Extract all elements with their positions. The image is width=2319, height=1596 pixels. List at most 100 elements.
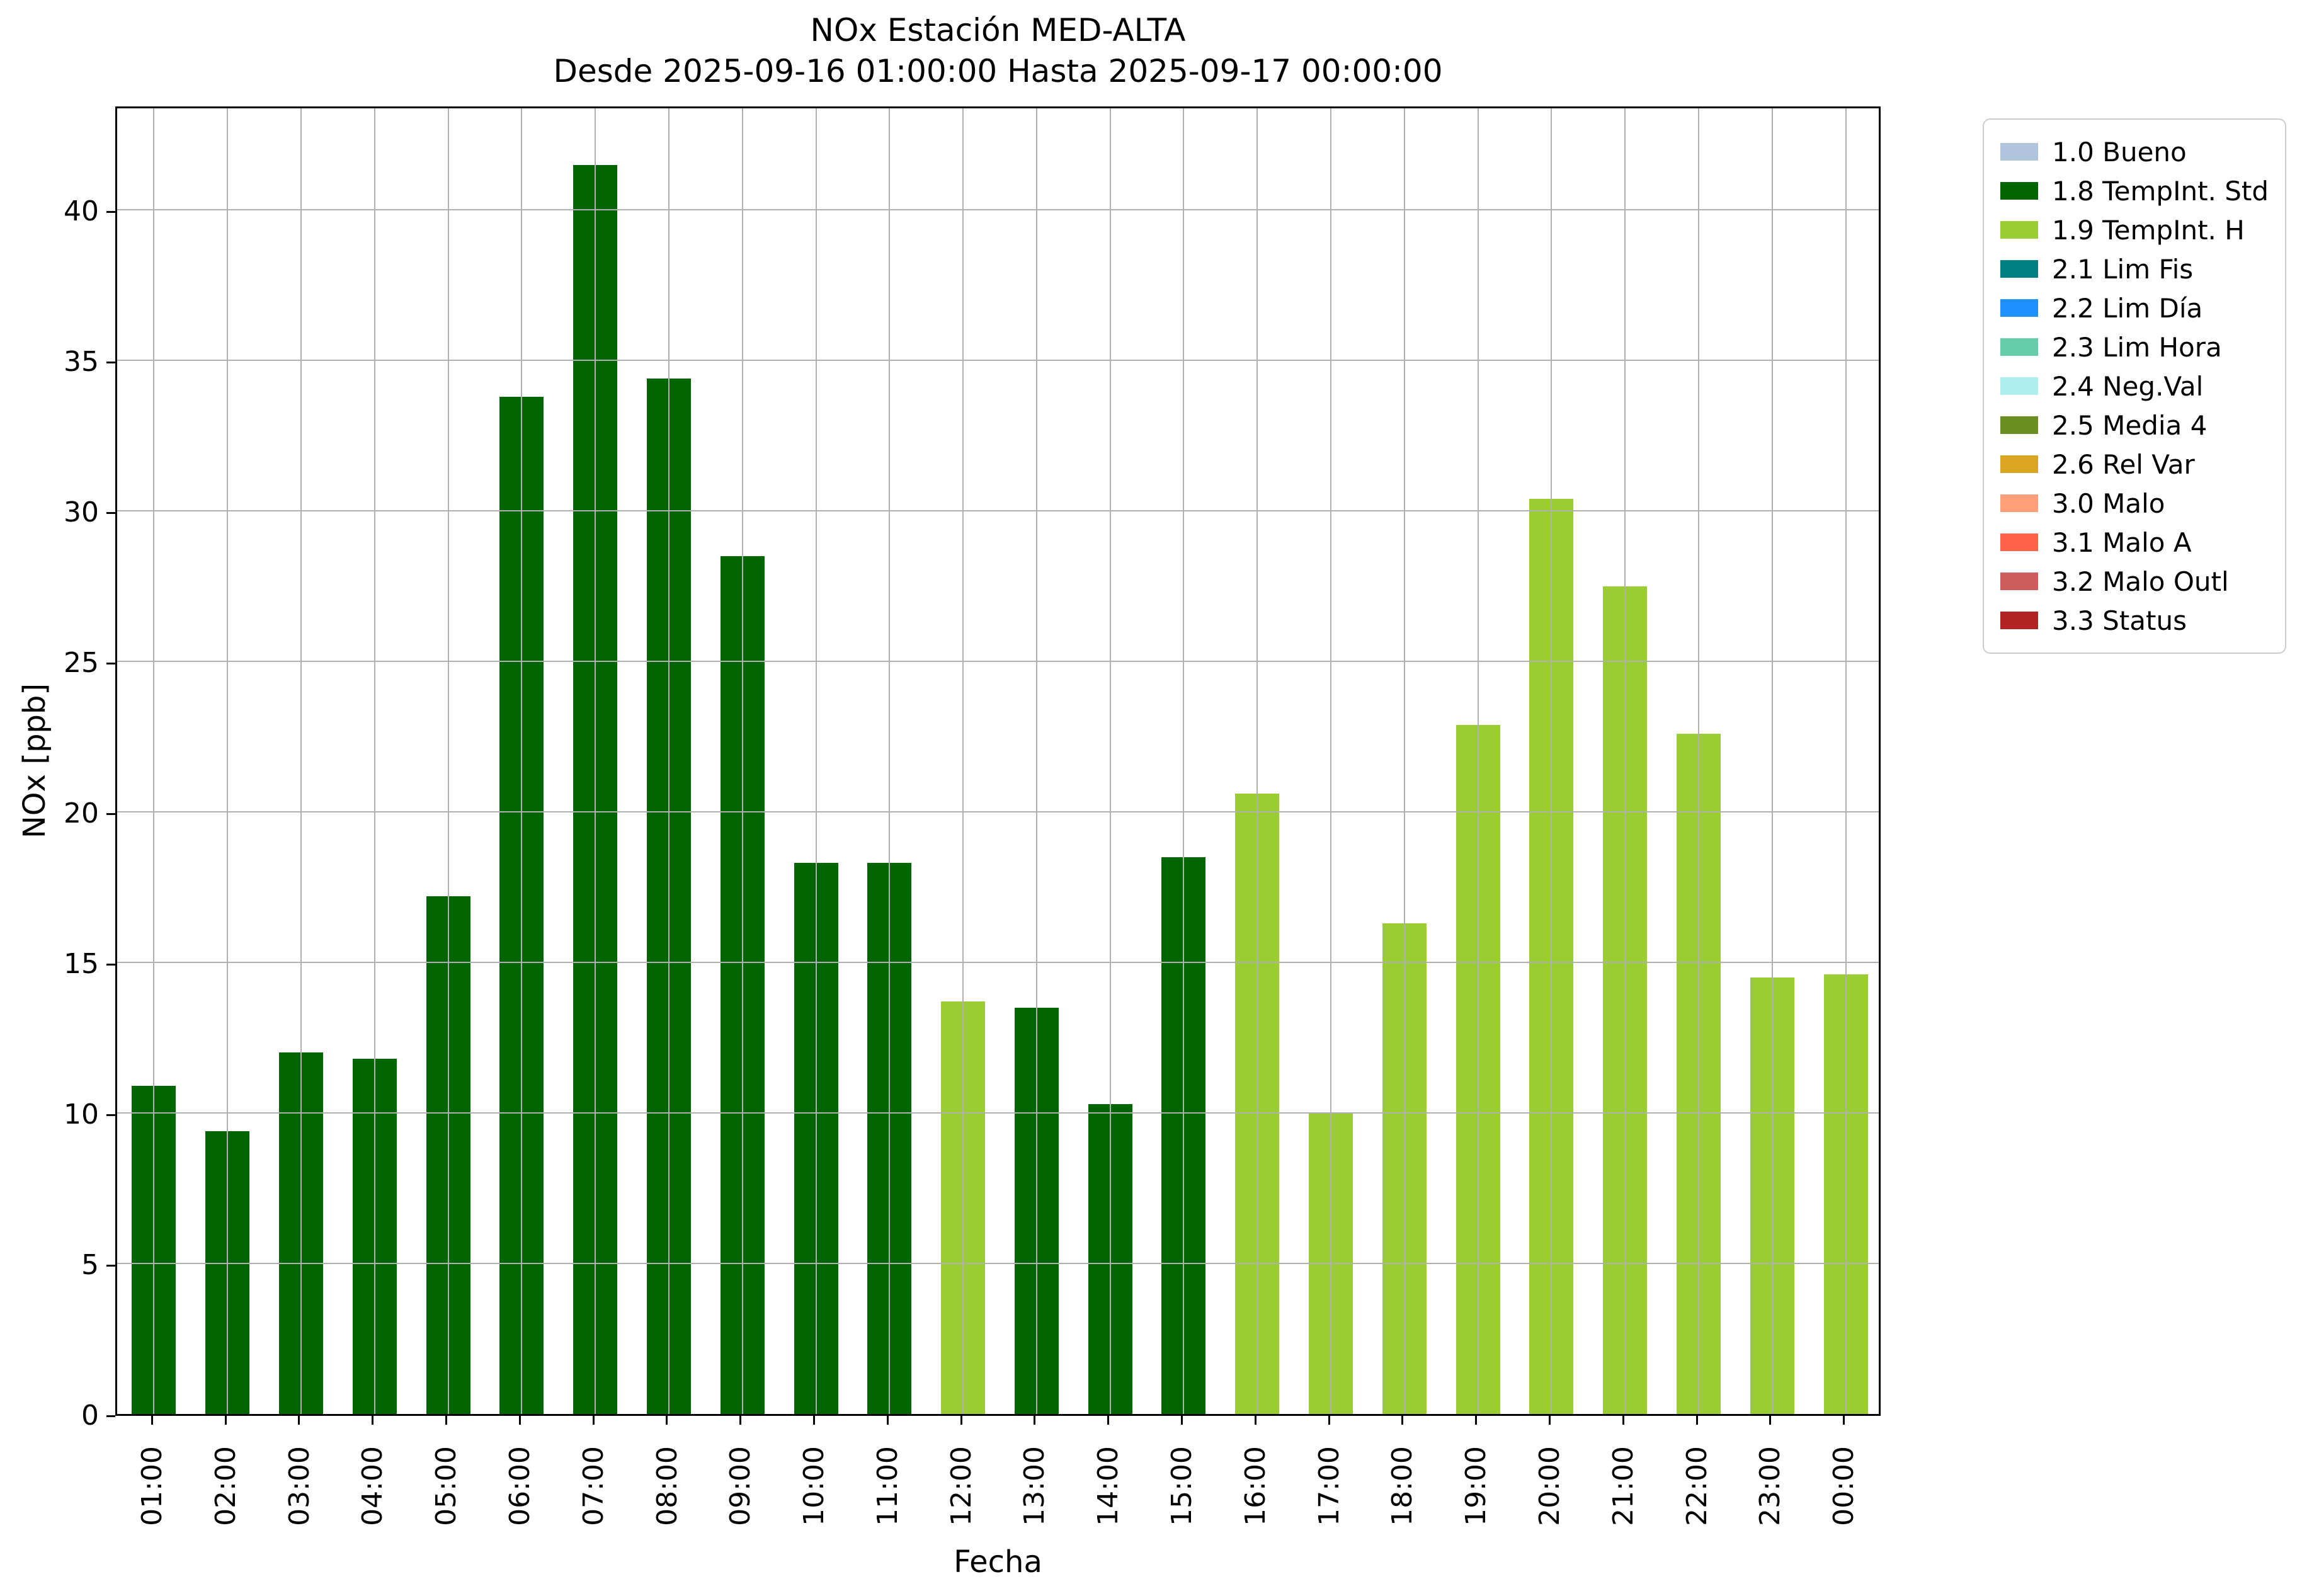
x-tick-label-text: 20:00 <box>1533 1445 1566 1526</box>
legend-item-label: 2.4 Neg.Val <box>2052 370 2204 402</box>
gridline-horizontal <box>117 1263 1879 1265</box>
y-tick-mark <box>106 1264 115 1267</box>
x-tick-mark <box>224 1416 227 1425</box>
x-tick-label-text: 10:00 <box>798 1445 831 1526</box>
legend-swatch <box>2000 338 2038 356</box>
gridline-vertical <box>1551 108 1553 1414</box>
legend-item: 3.3 Status <box>2000 601 2269 640</box>
y-tick-label: 10 <box>64 1098 99 1131</box>
x-tick-mark <box>1475 1416 1478 1425</box>
x-tick-mark <box>1843 1416 1845 1425</box>
legend-item-label: 1.9 TempInt. H <box>2052 214 2245 246</box>
x-tick-label-text: 03:00 <box>283 1445 316 1526</box>
legend-swatch <box>2000 182 2038 200</box>
y-tick-label: 25 <box>64 647 99 680</box>
x-tick-mark <box>445 1416 448 1425</box>
gridline-vertical <box>447 108 449 1414</box>
x-tick-mark <box>813 1416 816 1425</box>
x-tick-mark <box>886 1416 889 1425</box>
legend-swatch <box>2000 533 2038 551</box>
gridline-vertical <box>741 108 743 1414</box>
legend-item-label: 2.5 Media 4 <box>2052 409 2208 441</box>
x-tick-mark <box>739 1416 742 1425</box>
y-tick-mark <box>106 361 115 363</box>
y-tick-mark <box>106 210 115 213</box>
x-tick-mark <box>1254 1416 1256 1425</box>
x-tick-label-text: 21:00 <box>1607 1445 1639 1526</box>
legend-swatch <box>2000 612 2038 629</box>
legend-item: 1.9 TempInt. H <box>2000 210 2269 249</box>
legend-item-label: 2.6 Rel Var <box>2052 448 2195 480</box>
x-tick-mark <box>298 1416 300 1425</box>
legend-item: 2.4 Neg.Val <box>2000 367 2269 406</box>
x-tick-mark <box>592 1416 595 1425</box>
gridline-horizontal <box>117 360 1879 362</box>
x-tick-mark <box>666 1416 668 1425</box>
gridline-vertical <box>373 108 375 1414</box>
x-tick-label-text: 13:00 <box>1018 1445 1051 1526</box>
gridline-vertical <box>1403 108 1405 1414</box>
x-tick-label: 00:00 <box>1797 1426 1891 1546</box>
x-tick-label-text: 12:00 <box>945 1445 977 1526</box>
gridline-vertical <box>300 108 302 1414</box>
legend-item: 2.5 Media 4 <box>2000 406 2269 445</box>
gridline-horizontal <box>117 209 1879 211</box>
y-tick-mark <box>106 963 115 966</box>
y-tick-label: 0 <box>81 1399 99 1432</box>
y-tick-label: 35 <box>64 346 99 379</box>
gridline-vertical <box>1624 108 1626 1414</box>
x-tick-mark <box>372 1416 374 1425</box>
legend-swatch <box>2000 260 2038 278</box>
x-tick-mark <box>151 1416 153 1425</box>
gridline-horizontal <box>117 1112 1879 1114</box>
x-tick-mark <box>1548 1416 1551 1425</box>
gridline-vertical <box>1330 108 1332 1414</box>
y-tick-label: 20 <box>64 797 99 830</box>
x-tick-label-text: 11:00 <box>871 1445 904 1526</box>
gridline-horizontal <box>117 811 1879 813</box>
x-tick-mark <box>1180 1416 1183 1425</box>
legend-swatch <box>2000 573 2038 590</box>
legend-item-label: 3.0 Malo <box>2052 487 2165 519</box>
plot-area <box>115 106 1881 1416</box>
y-tick-mark <box>106 1415 115 1417</box>
gridline-vertical <box>595 108 596 1414</box>
legend-swatch <box>2000 455 2038 473</box>
x-tick-mark <box>1401 1416 1404 1425</box>
x-tick-label-text: 18:00 <box>1386 1445 1419 1526</box>
legend-swatch <box>2000 221 2038 239</box>
y-tick-label: 40 <box>64 195 99 228</box>
legend: 1.0 Bueno 1.8 TempInt. Std 1.9 TempInt. H 2… <box>1983 118 2286 654</box>
legend-item-label: 2.1 Lim Fis <box>2052 253 2194 285</box>
legend-item-label: 1.8 TempInt. Std <box>2052 175 2269 207</box>
chart-subtitle: Desde 2025-09-16 01:00:00 Hasta 2025-09-… <box>553 53 1443 89</box>
x-tick-label-text: 07:00 <box>577 1445 610 1526</box>
gridline-vertical <box>1771 108 1773 1414</box>
legend-swatch <box>2000 416 2038 434</box>
gridline-vertical <box>1477 108 1479 1414</box>
gridline-vertical <box>521 108 523 1414</box>
legend-item: 3.1 Malo A <box>2000 523 2269 562</box>
legend-item: 3.2 Malo Outl <box>2000 562 2269 601</box>
gridline-vertical <box>668 108 669 1414</box>
y-tick-label: 15 <box>64 948 99 981</box>
legend-item: 1.8 TempInt. Std <box>2000 171 2269 210</box>
x-tick-label-text: 00:00 <box>1828 1445 1860 1526</box>
x-tick-label-text: 09:00 <box>724 1445 757 1526</box>
x-tick-mark <box>1769 1416 1772 1425</box>
y-tick-mark <box>106 812 115 815</box>
x-tick-label-text: 05:00 <box>430 1445 463 1526</box>
x-tick-label-text: 06:00 <box>503 1445 536 1526</box>
x-tick-mark <box>1695 1416 1698 1425</box>
x-tick-mark <box>1328 1416 1330 1425</box>
legend-swatch <box>2000 299 2038 317</box>
gridline-vertical <box>1845 108 1847 1414</box>
legend-item: 2.2 Lim Día <box>2000 288 2269 328</box>
gridline-vertical <box>1183 108 1185 1414</box>
x-tick-label-text: 17:00 <box>1313 1445 1345 1526</box>
chart-title-block: NOx Estación MED-ALTA Desde 2025-09-16 0… <box>115 10 1881 92</box>
gridline-vertical <box>962 108 964 1414</box>
gridline-vertical <box>1256 108 1258 1414</box>
gridline-horizontal <box>117 962 1879 964</box>
